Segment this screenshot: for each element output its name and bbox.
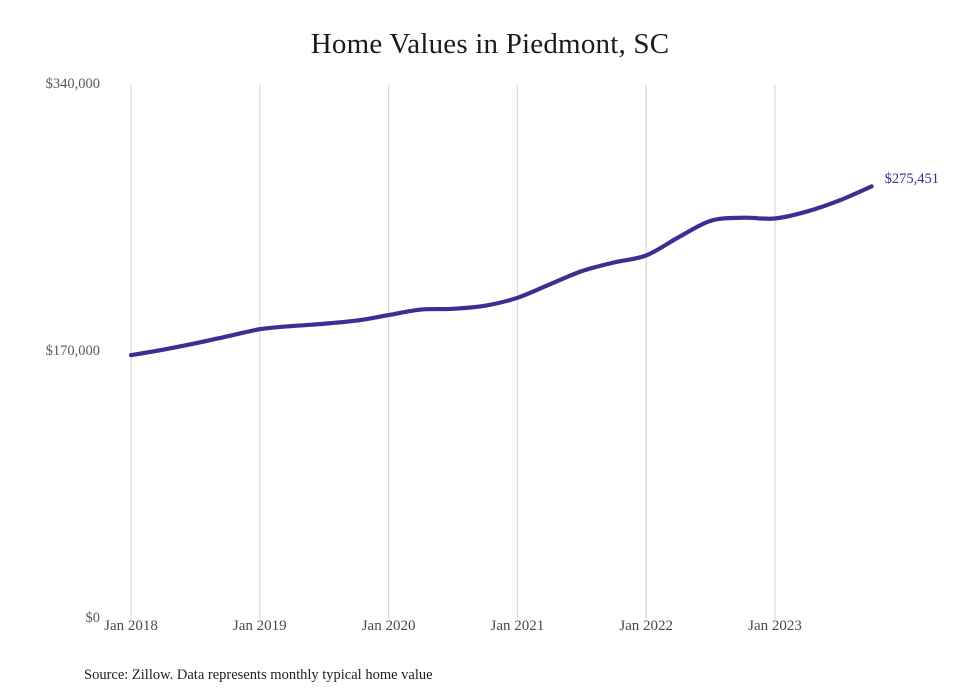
gridlines <box>130 85 776 619</box>
x-axis-tick-label: Jan 2019 <box>232 618 287 634</box>
chart-title: Home Values in Piedmont, SC <box>310 28 670 60</box>
source-note: Source: Zillow. Data represents monthly … <box>84 667 433 683</box>
y-axis-tick-label-bottom: $0 <box>85 610 101 626</box>
x-axis-tick-label: Jan 2020 <box>361 618 416 634</box>
x-axis-tick-label: Jan 2023 <box>748 618 802 634</box>
y-axis-tick-label-top: $340,000 <box>45 76 100 92</box>
y-axis-tick-label-mid: $170,000 <box>45 343 100 359</box>
data-line-typical-home-value <box>128 184 874 358</box>
end-value-annotation: $275,451 <box>884 171 939 188</box>
x-axis-tick-label: Jan 2021 <box>490 618 545 634</box>
x-axis-tick-label: Jan 2022 <box>619 618 674 634</box>
x-axis-tick-label: Jan 2018 <box>104 618 158 634</box>
